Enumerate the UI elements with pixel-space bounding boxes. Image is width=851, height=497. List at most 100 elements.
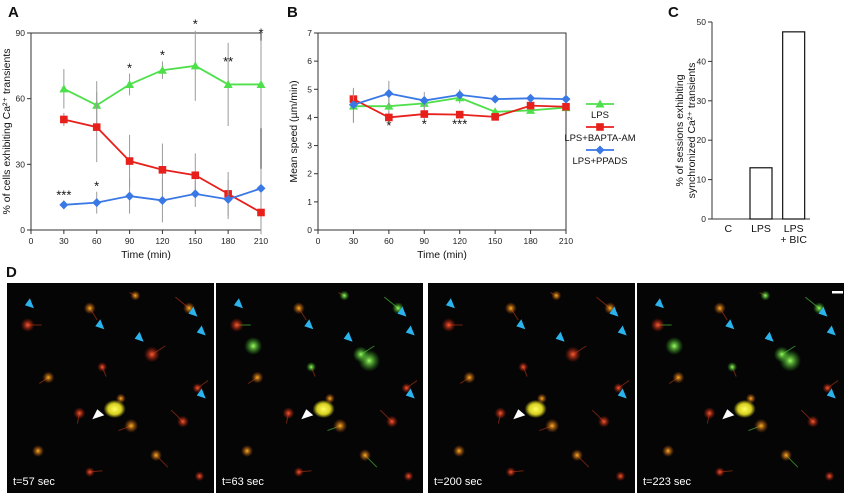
data-point [385, 113, 393, 122]
significance-mark: *** [452, 117, 467, 132]
data-point [526, 101, 535, 110]
cell [727, 362, 738, 372]
series-lps [59, 30, 266, 130]
cell [571, 449, 584, 462]
blue-arrowhead [134, 331, 144, 342]
significance-mark: * [127, 60, 132, 75]
blue-arrowhead [725, 319, 735, 330]
micrograph-background [7, 283, 214, 493]
x-tick-label: 30 [349, 236, 359, 246]
cell [822, 383, 833, 393]
y-axis-title: Mean speed (µm/min) [288, 80, 300, 182]
category-label: LPS [784, 223, 804, 235]
x-tick-label: 90 [125, 236, 135, 246]
cell [241, 445, 254, 457]
cell [143, 346, 160, 363]
panel-letter-a: A [8, 4, 19, 21]
cell [84, 467, 95, 477]
data-point [191, 171, 200, 180]
blue-arrowhead [555, 331, 565, 342]
significance-mark: * [160, 47, 165, 62]
panel-letter-b: B [287, 4, 298, 21]
blue-arrowhead [196, 325, 206, 336]
data-point [561, 94, 571, 104]
cell [359, 449, 372, 462]
panel-letter-c: C [668, 4, 679, 21]
blue-arrowhead [188, 306, 198, 317]
micrograph-background [637, 283, 844, 493]
y-tick-label: 0 [701, 214, 706, 224]
cell [504, 302, 517, 315]
significance-mark: * [258, 25, 263, 40]
yellow-cell [103, 400, 126, 418]
timestamp-label: t=200 sec [434, 476, 483, 488]
category-label: C [725, 223, 733, 235]
y-tick-label: 7 [307, 28, 312, 38]
x-tick-label: 180 [221, 236, 235, 246]
data-point [125, 157, 134, 165]
chart-b: 0 30 60 90 120 150 180 210 0 1 2 3 4 5 6 7 Time (min) Mea… [288, 28, 573, 261]
series-lps-ppads [59, 168, 266, 223]
cell [403, 471, 414, 482]
y-tick-label: 5 [307, 84, 312, 94]
data-point [256, 79, 266, 88]
cell [597, 415, 610, 428]
blue-arrowhead [617, 388, 627, 399]
x-tick-label: 0 [316, 236, 321, 246]
plot-frame [30, 32, 262, 231]
blue-arrowhead [196, 388, 206, 399]
cell [293, 467, 304, 477]
cell [703, 407, 716, 420]
micrograph-background [428, 283, 635, 493]
data-point [455, 110, 464, 119]
white-arrowhead [92, 409, 105, 420]
data-point [92, 198, 102, 208]
y-tick-label: 6 [307, 56, 312, 66]
data-point [158, 166, 167, 174]
blue-arrowhead [609, 306, 619, 317]
y-tick-label: 0 [20, 225, 25, 235]
cell [130, 290, 141, 301]
cell [339, 290, 350, 301]
plot-frame [317, 32, 567, 231]
cell [73, 407, 86, 420]
data-point [384, 89, 394, 99]
significance-mark: *** [56, 187, 71, 202]
data-point [190, 189, 200, 199]
x-tick-label: 210 [559, 236, 573, 246]
cell [176, 415, 189, 428]
blue-arrowhead [405, 325, 415, 336]
significance-mark: * [422, 117, 427, 132]
timestamp-label: t=63 sec [222, 476, 264, 488]
y-tick-label: 1 [307, 197, 312, 207]
cell [194, 471, 205, 482]
data-point [223, 194, 233, 204]
white-arrowhead [301, 409, 314, 420]
data-point [157, 195, 167, 205]
y-tick-label: 40 [697, 56, 707, 66]
legend-label: LPS+BAPTA-AM [564, 133, 635, 144]
data-point [526, 105, 536, 114]
blue-arrowhead [343, 331, 353, 342]
cell [333, 418, 348, 433]
x-tick-label: 150 [188, 236, 202, 246]
data-point [157, 65, 167, 74]
cell [150, 449, 163, 462]
significance-mark: * [94, 179, 99, 194]
significance-mark: * [193, 17, 198, 32]
cell [754, 418, 769, 433]
cell [453, 445, 466, 457]
y-tick-label: 2 [307, 169, 312, 179]
blue-arrowhead [764, 331, 774, 342]
micrograph-strip: t=57 sec t=63 sec t=200 sec t=223 sec [7, 283, 844, 493]
significance-mark: ** [223, 54, 233, 69]
cell [83, 302, 96, 315]
cell [615, 471, 626, 482]
data-point [257, 208, 265, 217]
cell [613, 383, 624, 393]
scale-bar [832, 291, 843, 294]
y-tick-label: 0 [307, 225, 312, 235]
y-tick-label: 30 [697, 96, 707, 106]
data-point [125, 191, 135, 201]
